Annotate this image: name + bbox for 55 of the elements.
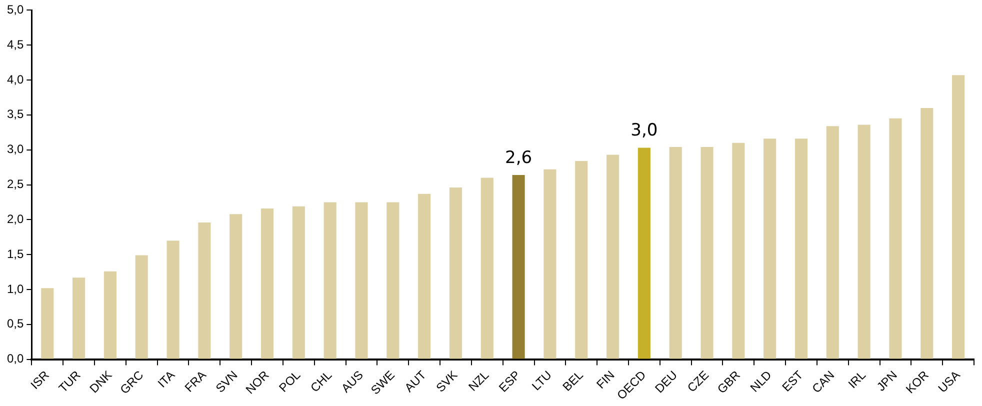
bar (166, 240, 180, 359)
bar (418, 194, 431, 359)
x-tick-label: NZL (466, 368, 492, 394)
x-tick-label: LTU (529, 368, 554, 394)
y-tick-label: 1,0 (6, 282, 24, 296)
x-tick-label: TUR (56, 368, 84, 396)
bar (920, 108, 934, 359)
bar (512, 174, 525, 359)
bar (889, 118, 902, 359)
bar (575, 161, 588, 359)
y-tick-label: 1,5 (6, 246, 24, 261)
bar (952, 75, 965, 359)
bar (606, 154, 620, 359)
y-tick-label: 5,0 (6, 2, 24, 17)
bar (104, 271, 116, 359)
y-tick-label: 0,0 (6, 352, 24, 366)
x-tick-label: USA (935, 368, 963, 396)
bar (386, 202, 400, 359)
bar (732, 142, 745, 359)
bar (135, 255, 148, 359)
bar (449, 188, 462, 359)
x-tick-label: BEL (560, 368, 586, 394)
bar (826, 126, 839, 359)
x-tick-label: FIN (594, 368, 618, 392)
bar (700, 147, 714, 359)
x-tick-label: CHL (308, 368, 335, 395)
bar (355, 202, 368, 359)
x-tick-label: POL (276, 368, 304, 395)
bar (324, 202, 336, 359)
x-tick-label: ISR (28, 368, 52, 392)
bar (230, 214, 242, 359)
bar (638, 148, 650, 359)
bar (260, 208, 274, 359)
bar (198, 222, 211, 359)
y-tick-label: 2,5 (6, 177, 24, 192)
bar (764, 138, 776, 359)
data-label: 3,0 (630, 120, 658, 141)
y-tick-label: 3,0 (6, 142, 24, 156)
bar (292, 206, 305, 359)
y-tick-label: 4,5 (6, 37, 24, 52)
bar (480, 178, 494, 359)
bar (858, 124, 870, 359)
bar (794, 138, 808, 359)
y-tick-label: 3,5 (6, 107, 24, 122)
data-label: 2,6 (505, 148, 532, 168)
x-tick-label: ITA (155, 368, 178, 390)
bar (669, 147, 682, 359)
y-tick-label: 0,5 (6, 316, 24, 331)
y-tick-label: 2,0 (6, 212, 24, 226)
x-tick-label: IRL (845, 368, 869, 392)
bar (72, 278, 86, 359)
x-tick-label: FRA (182, 368, 209, 395)
y-tick-label: 4,0 (6, 72, 24, 86)
bar (41, 288, 54, 359)
bar (544, 169, 556, 359)
